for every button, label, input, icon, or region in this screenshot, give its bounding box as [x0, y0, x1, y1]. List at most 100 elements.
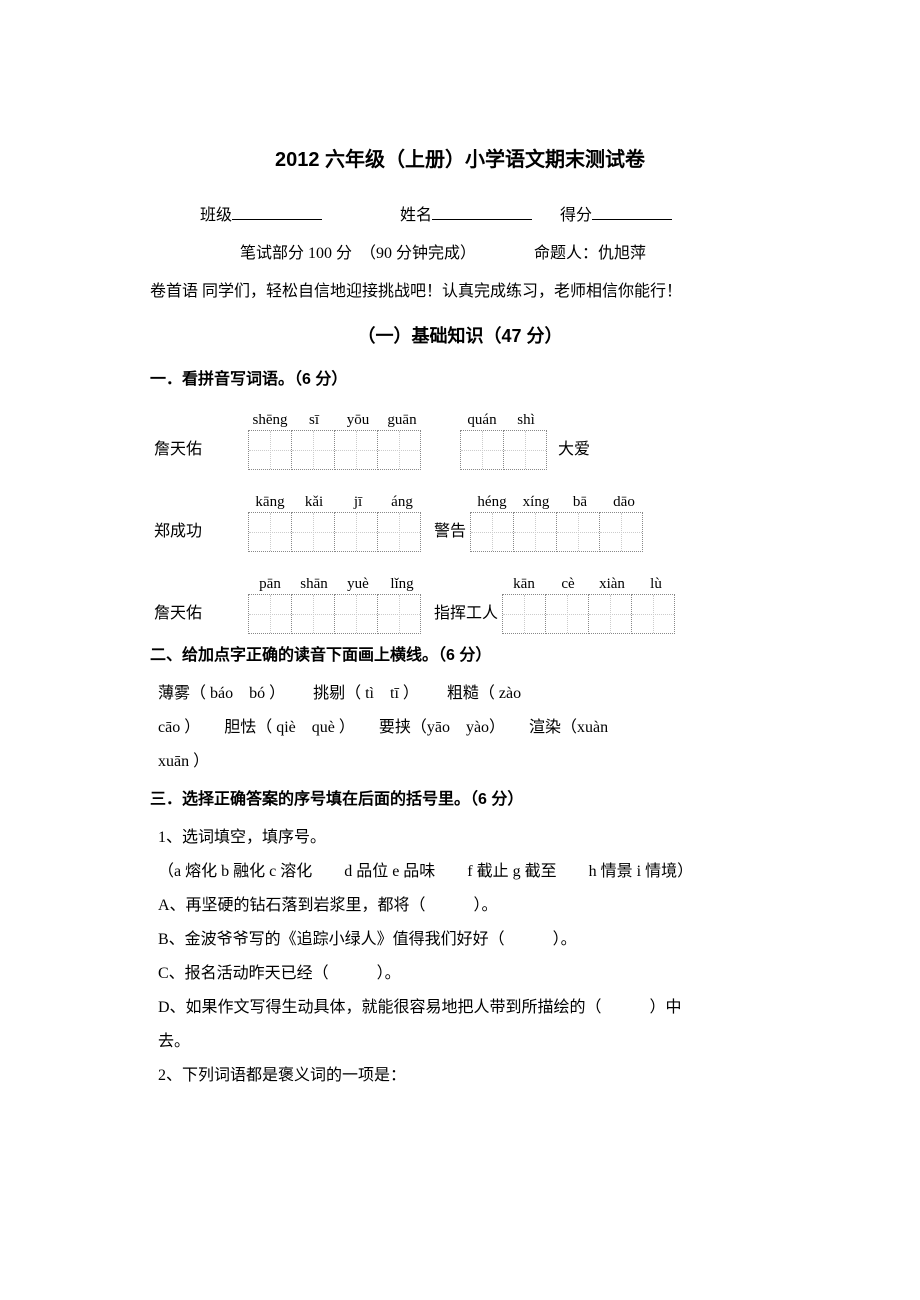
pinyin-syllable: lù: [634, 574, 678, 594]
name-blank[interactable]: [432, 203, 532, 220]
q3-heading: 三．选择正确答案的序号填在后面的括号里。（6 分）: [150, 784, 770, 816]
char-box-row: [248, 430, 421, 470]
pinyin-syllable: kān: [502, 574, 546, 594]
exam-meta-line: 笔试部分 100 分 （90 分钟完成） 命题人：仇旭萍: [150, 238, 770, 270]
pinyin-syllable: quán: [460, 410, 504, 430]
page: 2012 六年级（上册）小学语文期末测试卷 班级 姓名 得分 笔试部分 100 …: [0, 0, 920, 1154]
pinyin-syllable: bā: [558, 492, 602, 512]
q2-line1: 薄雾（ báo bó ） 挑剔（ tì tī ） 粗糙（ zào: [150, 678, 770, 710]
char-box[interactable]: [377, 594, 421, 634]
char-box[interactable]: [291, 594, 335, 634]
char-box[interactable]: [588, 594, 632, 634]
pinyin-syllable: shān: [292, 574, 336, 594]
char-box-row: [248, 512, 421, 552]
pinyin-syllable: shì: [504, 410, 548, 430]
q1-row: 詹天佑 shēngsīyōuguān quánshì 大爱: [150, 410, 770, 470]
pinyin-row: quánshì: [460, 410, 548, 430]
q2-line2: cāo ） 胆怯（ qiè què ） 要挟（yāo yào） 渲染（xuàn: [150, 712, 770, 744]
char-box[interactable]: [556, 512, 600, 552]
exam-title: 2012 六年级（上册）小学语文期末测试卷: [150, 140, 770, 180]
pinyin-syllable: dāo: [602, 492, 646, 512]
class-label: 班级: [200, 207, 232, 224]
pinyin-group: héngxíngbādāo: [470, 492, 646, 552]
score-blank[interactable]: [592, 203, 672, 220]
char-box-row: [502, 594, 675, 634]
pinyin-syllable: kāng: [248, 492, 292, 512]
char-box[interactable]: [291, 512, 335, 552]
q2-line3: xuān ）: [150, 746, 770, 778]
pinyin-syllable: xiàn: [590, 574, 634, 594]
author-label: 命题人：仇旭萍: [534, 245, 646, 262]
pinyin-group: shēngsīyōuguān: [248, 410, 424, 470]
pinyin-syllable: sī: [292, 410, 336, 430]
char-box[interactable]: [631, 594, 675, 634]
char-box[interactable]: [377, 430, 421, 470]
pinyin-row: shēngsīyōuguān: [248, 410, 424, 430]
preface: 卷首语 同学们，轻松自信地迎接挑战吧！认真完成练习，老师相信你能行！: [150, 276, 770, 308]
char-box[interactable]: [599, 512, 643, 552]
q1-row: 郑成功 kāngkǎijīáng 警告héngxíngbādāo: [150, 492, 770, 552]
q1-label: 郑成功: [150, 512, 218, 552]
name-label: 姓名: [400, 207, 432, 224]
char-box-row: [248, 594, 421, 634]
pinyin-group: pānshānyuèlǐng: [248, 574, 424, 634]
pinyin-syllable: lǐng: [380, 574, 424, 594]
q1-label: 詹天佑: [150, 430, 218, 470]
char-box[interactable]: [460, 430, 504, 470]
pinyin-row: héngxíngbādāo: [470, 492, 646, 512]
char-box[interactable]: [377, 512, 421, 552]
student-info-line: 班级 姓名 得分: [150, 200, 770, 232]
pinyin-syllable: kǎi: [292, 492, 336, 512]
q2-heading: 二、给加点字正确的读音下面画上横线。（6 分）: [150, 640, 770, 672]
q1-heading: 一．看拼音写词语。（6 分）: [150, 364, 770, 396]
q3-options: （a 熔化 b 融化 c 溶化 d 品位 e 品味 f 截止 g 截至 h 情景…: [150, 856, 770, 888]
char-box[interactable]: [470, 512, 514, 552]
q3-B: B、金波爷爷写的《追踪小绿人》值得我们好好（ ）。: [150, 924, 770, 956]
pinyin-group: kāngkǎijīáng: [248, 492, 424, 552]
pinyin-syllable: pān: [248, 574, 292, 594]
char-box[interactable]: [334, 512, 378, 552]
char-box[interactable]: [502, 594, 546, 634]
q1-label: 大爱: [554, 430, 594, 470]
char-box[interactable]: [334, 430, 378, 470]
class-blank[interactable]: [232, 203, 322, 220]
char-box[interactable]: [503, 430, 547, 470]
char-box[interactable]: [248, 430, 292, 470]
written-part: 笔试部分 100 分 （90 分钟完成）: [240, 245, 476, 262]
q1-row: 詹天佑pānshānyuèlǐng指挥工人kāncèxiànlù: [150, 574, 770, 634]
pinyin-row: kāncèxiànlù: [502, 574, 678, 594]
pinyin-syllable: yuè: [336, 574, 380, 594]
q3-sub2: 2、下列词语都是褒义词的一项是：: [150, 1060, 770, 1092]
q3-C: C、报名活动昨天已经（ ）。: [150, 958, 770, 990]
char-box[interactable]: [334, 594, 378, 634]
char-box[interactable]: [513, 512, 557, 552]
pinyin-group: kāncèxiànlù: [502, 574, 678, 634]
q1-container: 詹天佑 shēngsīyōuguān quánshì 大爱郑成功 kāngkǎijīán…: [150, 410, 770, 634]
score-label: 得分: [560, 207, 592, 224]
q1-label: 指挥工人: [430, 594, 502, 634]
pinyin-syllable: guān: [380, 410, 424, 430]
pinyin-row: kāngkǎijīáng: [248, 492, 424, 512]
q1-label: 詹天佑: [150, 594, 218, 634]
char-box[interactable]: [545, 594, 589, 634]
char-box-row: [460, 430, 547, 470]
section1-header: （一）基础知识（47 分）: [150, 318, 770, 354]
q3-D2: 去。: [150, 1026, 770, 1058]
char-box[interactable]: [248, 512, 292, 552]
char-box[interactable]: [291, 430, 335, 470]
q3-A: A、再坚硬的钻石落到岩浆里，都将（ ）。: [150, 890, 770, 922]
pinyin-group: quánshì: [460, 410, 548, 470]
q1-label: 警告: [430, 512, 470, 552]
pinyin-syllable: shēng: [248, 410, 292, 430]
pinyin-syllable: áng: [380, 492, 424, 512]
pinyin-syllable: jī: [336, 492, 380, 512]
char-box-row: [470, 512, 643, 552]
pinyin-syllable: yōu: [336, 410, 380, 430]
gap: [218, 512, 248, 552]
pinyin-syllable: xíng: [514, 492, 558, 512]
gap: [430, 430, 460, 470]
pinyin-syllable: cè: [546, 574, 590, 594]
gap: [218, 594, 248, 634]
char-box[interactable]: [248, 594, 292, 634]
q3-sub1: 1、选词填空，填序号。: [150, 822, 770, 854]
